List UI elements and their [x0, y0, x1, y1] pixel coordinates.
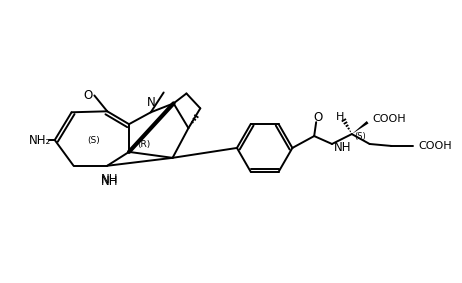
Text: COOH: COOH	[418, 141, 452, 151]
Text: O: O	[314, 111, 323, 124]
Text: NH₂: NH₂	[29, 134, 51, 147]
Text: O: O	[84, 89, 93, 102]
Polygon shape	[352, 121, 369, 134]
Text: H: H	[336, 112, 344, 122]
Text: N: N	[146, 96, 155, 109]
Text: COOH: COOH	[373, 114, 406, 124]
Text: NH: NH	[100, 175, 118, 188]
Text: NH: NH	[334, 142, 352, 155]
Text: NH: NH	[100, 173, 118, 186]
Text: (R): (R)	[137, 140, 151, 149]
Text: (S): (S)	[87, 136, 100, 145]
Text: (S): (S)	[354, 132, 365, 141]
